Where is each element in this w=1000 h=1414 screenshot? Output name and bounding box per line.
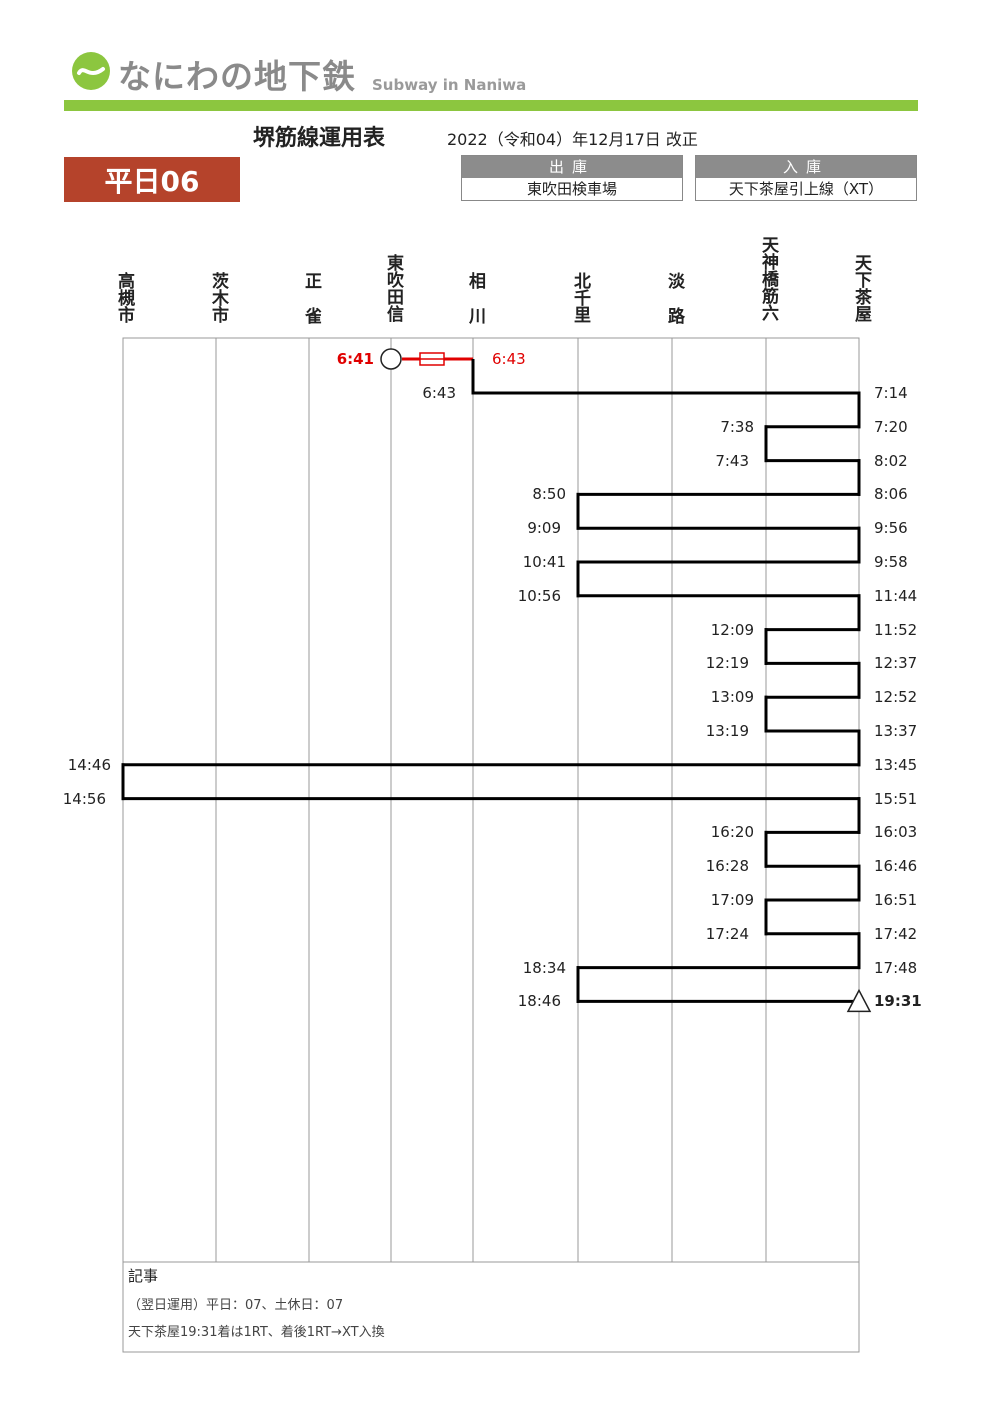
notes-title: 記事 xyxy=(128,1267,159,1285)
operation-badge: 平日06 xyxy=(64,157,240,202)
departure-time: 16:03 xyxy=(874,823,918,842)
arrival-time: 16:46 xyxy=(874,857,918,876)
departure-time: 7:20 xyxy=(874,417,908,436)
arrival-time: 18:34 xyxy=(522,958,566,977)
departure-time: 6:43 xyxy=(422,384,456,402)
station-header-tengachaya: 天下茶屋 xyxy=(851,254,871,322)
departure-time: 11:52 xyxy=(874,620,918,639)
arrival-time: 8:02 xyxy=(874,451,908,470)
page-title: 堺筋線運用表 xyxy=(253,126,386,151)
logo-text: なにわの地下鉄 xyxy=(118,57,356,96)
departure-time: 9:58 xyxy=(874,553,908,571)
departure-time: 10:56 xyxy=(517,586,561,605)
note-line: （翌日運用）平日：07、土休日：07 xyxy=(128,1298,344,1313)
arrival-time: 11:44 xyxy=(874,586,918,605)
logo-icon xyxy=(72,52,110,90)
station-header-shojaku: 正雀 xyxy=(301,272,321,342)
depot-departure-value: 東吹田検車場 xyxy=(526,180,617,198)
depot-arrival-box: 入庫 天下茶屋引上線（XT） xyxy=(695,155,917,201)
arrival-time: 17:09 xyxy=(710,891,754,909)
arrival-time: 7:38 xyxy=(720,417,754,436)
arrival-time: 13:37 xyxy=(874,722,918,740)
arrival-time: 17:42 xyxy=(874,924,918,943)
depot-departure-box: 出庫 東吹田検車場 xyxy=(461,155,683,201)
departure-time: 17:24 xyxy=(705,924,749,943)
arrival-time: 8:50 xyxy=(532,485,566,504)
revision-date: 2022（令和04）年12月17日 改正 xyxy=(447,130,698,149)
arrival-time: 13:09 xyxy=(710,688,754,707)
final-arrival-triangle xyxy=(846,988,872,1013)
depot-arrival-label: 入庫 xyxy=(696,156,916,178)
notes-section: 記事 （翌日運用）平日：07、土休日：07 天下茶屋19:31着は1RT、着後1… xyxy=(128,1265,848,1340)
depot-departure-label: 出庫 xyxy=(462,156,682,178)
arrival-time: 9:56 xyxy=(874,519,908,538)
depot-departure-time: 6:41 xyxy=(336,350,374,368)
departure-time: 13:45 xyxy=(874,755,918,774)
departure-time: 12:19 xyxy=(705,654,749,673)
arrival-time: 16:20 xyxy=(710,823,754,842)
departure-time: 16:28 xyxy=(705,857,749,876)
departure-time: 12:52 xyxy=(874,688,918,707)
station-header-aikawa: 相川 xyxy=(465,272,485,342)
departure-time: 7:43 xyxy=(715,451,749,470)
departure-time: 16:51 xyxy=(874,891,918,909)
station-header-kitasenri: 北千里 xyxy=(570,272,590,323)
diagram-frame xyxy=(122,337,860,1353)
arrival-time: 14:46 xyxy=(67,755,111,774)
station-header-takatsukishi: 高槻市 xyxy=(114,272,134,323)
departure-time: 17:48 xyxy=(874,958,918,977)
departure-time: 18:46 xyxy=(517,992,561,1011)
arrival-time: 19:31 xyxy=(874,992,922,1011)
depot-start-circle xyxy=(380,348,402,370)
departure-time: 8:06 xyxy=(874,485,908,504)
arrival-time: 10:41 xyxy=(522,553,566,571)
arrival-time: 12:09 xyxy=(710,620,754,639)
header-divider xyxy=(64,100,918,111)
departure-time: 13:19 xyxy=(705,722,749,740)
station-header-higashisuita: 東吹田信 xyxy=(383,254,403,322)
arrival-time: 15:51 xyxy=(874,789,918,808)
depot-arrival-value: 天下茶屋引上線（XT） xyxy=(728,180,884,198)
logo-subtitle: Subway in Naniwa xyxy=(372,76,527,94)
depot-arrival-time: 6:43 xyxy=(492,350,526,368)
station-header-awaji: 淡路 xyxy=(664,272,684,342)
departure-time: 14:56 xyxy=(62,789,106,808)
arrival-time: 7:14 xyxy=(874,384,908,402)
station-header-ibarakishi: 茨木市 xyxy=(208,272,228,323)
departure-time: 9:09 xyxy=(527,519,561,538)
arrival-time: 12:37 xyxy=(874,654,918,673)
note-line: 天下茶屋19:31着は1RT、着後1RT→XT入換 xyxy=(128,1325,385,1340)
station-header-tenjinbashisuji6: 天神橋筋六 xyxy=(758,236,778,321)
